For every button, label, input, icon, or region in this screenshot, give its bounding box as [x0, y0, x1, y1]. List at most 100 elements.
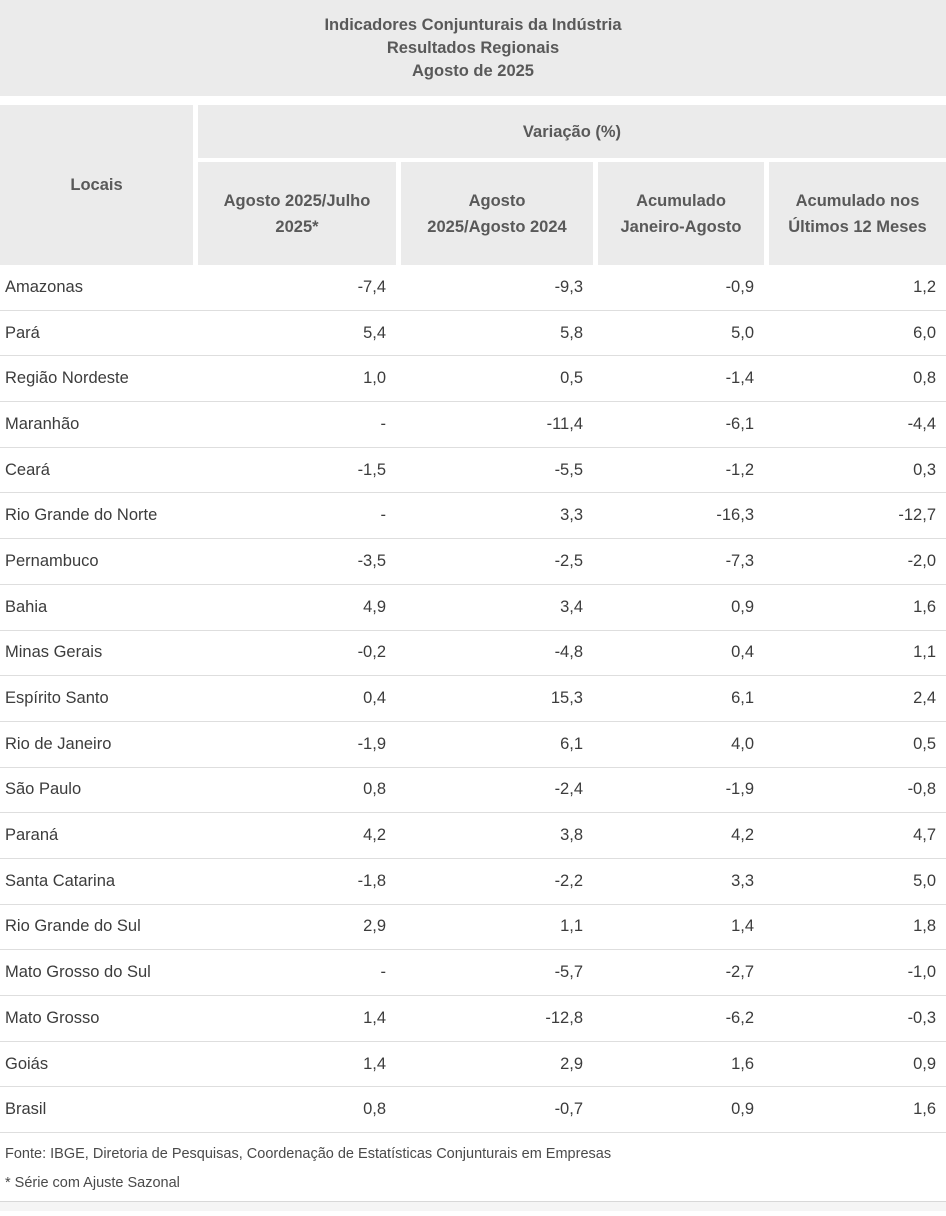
value-cell: 5,0: [731, 323, 754, 342]
row-label: Rio Grande do Norte: [5, 506, 158, 525]
table-row: Rio Grande do Sul 2,9 1,1 1,4 1,8: [0, 905, 946, 951]
row-label: Santa Catarina: [5, 871, 116, 890]
seasonal-adjustment-note: * Série com Ajuste Sazonal: [5, 1175, 180, 1192]
row-label: Rio de Janeiro: [5, 734, 112, 753]
row-label: Rio Grande do Sul: [5, 917, 141, 936]
column-header-locais: Locais: [0, 105, 193, 265]
report-title: Indicadores Conjunturais da Indústria Re…: [0, 0, 946, 96]
value-cell: -7,4: [357, 277, 386, 296]
value-cell: -1,4: [725, 369, 754, 388]
table-row: Goiás 1,4 2,9 1,6 0,9: [0, 1042, 946, 1088]
value-cell: -2,7: [725, 963, 754, 982]
value-cell: -5,7: [554, 963, 583, 982]
value-cell: -4,8: [554, 643, 583, 662]
value-cell: 0,9: [913, 1054, 936, 1073]
value-cell: -1,8: [357, 871, 386, 890]
value-cell: 0,8: [363, 1100, 386, 1119]
value-cell: 15,3: [550, 689, 583, 708]
row-label: Bahia: [5, 597, 48, 616]
value-cell: -2,5: [554, 551, 583, 570]
row-label: Goiás: [5, 1054, 49, 1073]
value-cell: 2,9: [560, 1054, 583, 1073]
value-cell: -9,3: [554, 277, 583, 296]
value-cell: 1,1: [560, 917, 583, 936]
value-cell: 3,4: [560, 597, 583, 616]
value-cell: -: [380, 506, 387, 525]
value-cell: 0,4: [363, 689, 386, 708]
value-cell: 3,3: [731, 871, 754, 890]
value-cell: 1,6: [731, 1054, 754, 1073]
value-cell: 4,9: [363, 597, 386, 616]
value-cell: -1,0: [907, 963, 936, 982]
value-cell: 0,9: [731, 1100, 754, 1119]
table-row: Ceará -1,5 -5,5 -1,2 0,3: [0, 448, 946, 494]
value-cell: 2,9: [363, 917, 386, 936]
table-row: Bahia 4,9 3,4 0,9 1,6: [0, 585, 946, 631]
table-row: Minas Gerais -0,2 -4,8 0,4 1,1: [0, 631, 946, 677]
table-row: Espírito Santo 0,4 15,3 6,1 2,4: [0, 676, 946, 722]
value-cell: -2,4: [554, 780, 583, 799]
value-cell: -11,4: [546, 414, 583, 433]
value-cell: -2,0: [907, 551, 936, 570]
column-header-acumulado-janeiro-agosto: Acumulado Janeiro-Agosto: [598, 162, 764, 265]
value-cell: -0,7: [554, 1100, 583, 1119]
value-cell: 4,0: [731, 734, 754, 753]
value-cell: 1,6: [913, 1100, 936, 1119]
row-label: Amazonas: [5, 277, 83, 296]
value-cell: -: [380, 963, 387, 982]
value-cell: 6,1: [731, 689, 754, 708]
value-cell: -1,9: [725, 780, 754, 799]
value-cell: 1,4: [363, 1008, 386, 1027]
value-cell: -6,1: [725, 414, 754, 433]
value-cell: 1,8: [913, 917, 936, 936]
row-label: Pará: [5, 323, 40, 342]
table-row: Mato Grosso 1,4 -12,8 -6,2 -0,3: [0, 996, 946, 1042]
value-cell: 1,6: [913, 597, 936, 616]
value-cell: 5,0: [913, 871, 936, 890]
value-cell: 6,0: [913, 323, 936, 342]
table-footer: Fonte: IBGE, Diretoria de Pesquisas, Coo…: [0, 1133, 946, 1191]
row-label: Mato Grosso: [5, 1008, 100, 1027]
value-cell: 3,8: [560, 826, 583, 845]
value-cell: -0,9: [725, 277, 754, 296]
row-label: Região Nordeste: [5, 369, 129, 388]
value-cell: -0,8: [907, 780, 936, 799]
row-label: Pernambuco: [5, 551, 99, 570]
column-header-acumulado-12-meses: Acumulado nos Últimos 12 Meses: [769, 162, 946, 265]
value-cell: 0,4: [731, 643, 754, 662]
value-cell: 4,2: [731, 826, 754, 845]
value-cell: 1,0: [363, 369, 386, 388]
value-cell: 0,8: [913, 369, 936, 388]
value-cell: 0,5: [560, 369, 583, 388]
table-row: Mato Grosso do Sul - -5,7 -2,7 -1,0: [0, 950, 946, 996]
value-cell: 5,4: [363, 323, 386, 342]
table-row: Rio de Janeiro -1,9 6,1 4,0 0,5: [0, 722, 946, 768]
report-title-line-3: Agosto de 2025: [412, 61, 534, 80]
value-cell: 6,1: [560, 734, 583, 753]
row-label: Brasil: [5, 1100, 47, 1119]
value-cell: 5,8: [560, 323, 583, 342]
value-cell: 2,4: [913, 689, 936, 708]
table-row: Região Nordeste 1,0 0,5 -1,4 0,8: [0, 356, 946, 403]
row-label: Paraná: [5, 826, 59, 845]
source-note: Fonte: IBGE, Diretoria de Pesquisas, Coo…: [5, 1146, 612, 1163]
row-label: Mato Grosso do Sul: [5, 963, 151, 982]
column-header-agosto-2025-agosto-2024: Agosto 2025/Agosto 2024: [401, 162, 593, 265]
value-cell: -0,2: [357, 643, 386, 662]
row-label: Espírito Santo: [5, 689, 109, 708]
table-row: Brasil 0,8 -0,7 0,9 1,6: [0, 1087, 946, 1134]
row-label: Ceará: [5, 460, 50, 479]
value-cell: -1,5: [357, 460, 386, 479]
value-cell: -0,3: [907, 1008, 936, 1027]
value-cell: -12,8: [545, 1008, 583, 1027]
table-row: Santa Catarina -1,8 -2,2 3,3 5,0: [0, 859, 946, 905]
value-cell: -1,9: [357, 734, 386, 753]
value-cell: 4,7: [913, 826, 936, 845]
table-header: Locais Variação (%) Agosto 2025/Julho 20…: [0, 105, 946, 265]
value-cell: -3,5: [357, 551, 386, 570]
value-cell: 0,8: [363, 780, 386, 799]
row-label: São Paulo: [5, 780, 82, 799]
value-cell: -: [380, 414, 387, 433]
value-cell: -2,2: [554, 871, 583, 890]
value-cell: 3,3: [560, 506, 583, 525]
